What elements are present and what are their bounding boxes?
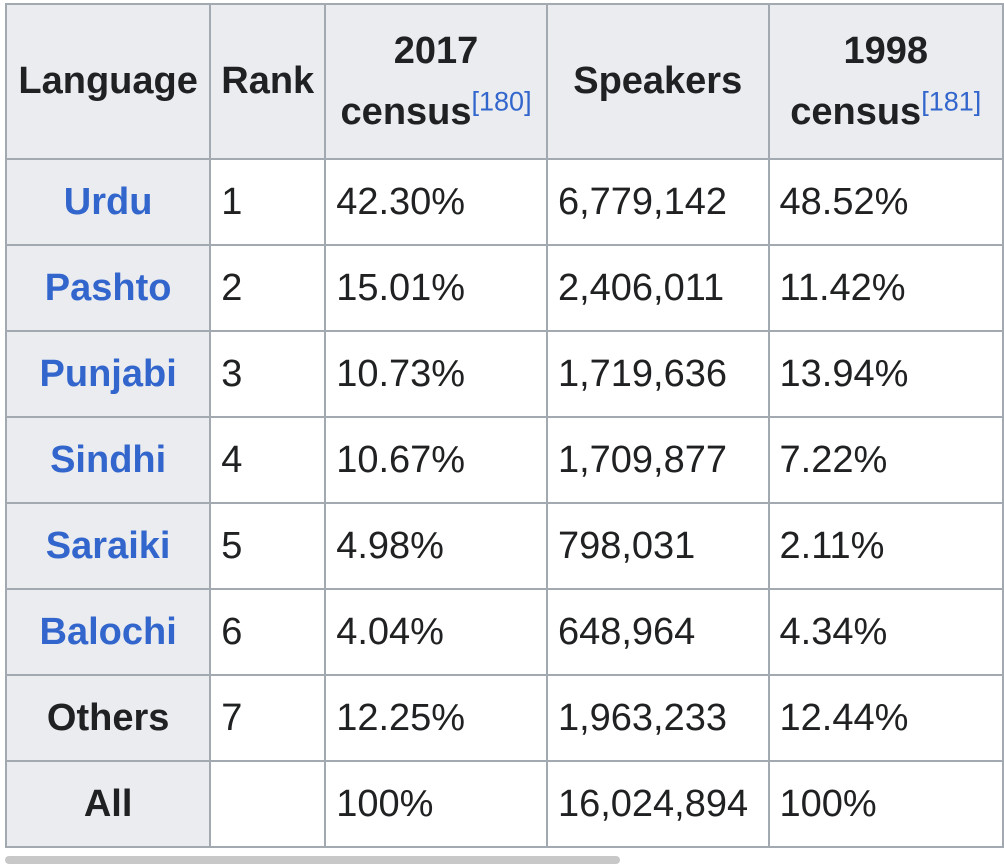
- census-2017-cell: 100%: [324, 760, 548, 848]
- speakers-cell: 16,024,894: [545, 760, 770, 848]
- table-container[interactable]: Language Rank 2017 census[180] Speakers …: [4, 3, 1004, 848]
- table-row: Saraiki 5 4.98% 798,031 2.11%: [4, 502, 1004, 590]
- rank-cell: 4: [209, 416, 327, 504]
- language-link-balochi[interactable]: Balochi: [39, 610, 177, 653]
- census-1998-cell: 2.11%: [767, 502, 1004, 590]
- rank-cell: 1: [209, 158, 327, 246]
- language-link-pashto[interactable]: Pashto: [44, 266, 172, 309]
- language-cell: All: [4, 760, 212, 848]
- language-link-punjabi[interactable]: Punjabi: [39, 352, 177, 395]
- header-rank-label: Rank: [221, 60, 315, 103]
- language-cell: Saraiki: [4, 502, 212, 590]
- table-row: Balochi 6 4.04% 648,964 4.34%: [4, 588, 1004, 676]
- header-2017-year: 2017: [393, 29, 479, 72]
- speakers-cell: 798,031: [545, 502, 770, 590]
- header-1998-census-word: census: [790, 90, 922, 133]
- speakers-cell: 648,964: [545, 588, 770, 676]
- census-1998-cell: 7.22%: [767, 416, 1004, 504]
- table-row: Urdu 1 42.30% 6,779,142 48.52%: [4, 158, 1004, 246]
- language-cell: Others: [4, 674, 212, 762]
- language-cell: Balochi: [4, 588, 212, 676]
- table-row: Sindhi 4 10.67% 1,709,877 7.22%: [4, 416, 1004, 504]
- table-row: Others 7 12.25% 1,963,233 12.44%: [4, 674, 1004, 762]
- table-row: Pashto 2 15.01% 2,406,011 11.42%: [4, 244, 1004, 332]
- horizontal-scrollbar[interactable]: [5, 856, 620, 864]
- rank-cell: 2: [209, 244, 327, 332]
- rank-cell: 7: [209, 674, 327, 762]
- rank-cell: 3: [209, 330, 327, 418]
- header-1998-year: 1998: [843, 29, 929, 72]
- census-2017-cell: 10.73%: [324, 330, 548, 418]
- census-2017-cell: 15.01%: [324, 244, 548, 332]
- language-cell: Sindhi: [4, 416, 212, 504]
- header-speakers-label: Speakers: [573, 60, 743, 103]
- census-2017-cell: 12.25%: [324, 674, 548, 762]
- census-1998-cell: 12.44%: [767, 674, 1004, 762]
- census-2017-cell: 4.98%: [324, 502, 548, 590]
- speakers-cell: 2,406,011: [545, 244, 770, 332]
- speakers-cell: 1,719,636: [545, 330, 770, 418]
- census-1998-cell: 48.52%: [767, 158, 1004, 246]
- language-cell: Urdu: [4, 158, 212, 246]
- census-1998-cell: 11.42%: [767, 244, 1004, 332]
- speakers-cell: 6,779,142: [545, 158, 770, 246]
- header-1998-census: 1998 census[181]: [767, 3, 1004, 160]
- header-2017-census: 2017 census[180]: [324, 3, 548, 160]
- census-1998-cell: 13.94%: [767, 330, 1004, 418]
- census-1998-cell: 4.34%: [767, 588, 1004, 676]
- reference-link-180[interactable]: [180]: [471, 85, 532, 116]
- header-language: Language: [4, 3, 212, 160]
- census-2017-cell: 42.30%: [324, 158, 548, 246]
- language-label-others: Others: [46, 696, 170, 739]
- header-row: Language Rank 2017 census[180] Speakers …: [4, 3, 1004, 160]
- language-cell: Punjabi: [4, 330, 212, 418]
- table-row-total: All 100% 16,024,894 100%: [4, 760, 1004, 848]
- language-link-urdu[interactable]: Urdu: [63, 180, 153, 223]
- reference-link-181[interactable]: [181]: [921, 85, 982, 116]
- rank-cell: 5: [209, 502, 327, 590]
- speakers-cell: 1,963,233: [545, 674, 770, 762]
- header-language-label: Language: [18, 60, 198, 103]
- header-2017-census-word: census: [340, 90, 472, 133]
- language-link-saraiki[interactable]: Saraiki: [45, 524, 171, 567]
- rank-cell: [209, 760, 327, 848]
- census-2017-cell: 10.67%: [324, 416, 548, 504]
- language-link-sindhi[interactable]: Sindhi: [50, 438, 167, 481]
- language-cell: Pashto: [4, 244, 212, 332]
- speakers-cell: 1,709,877: [545, 416, 770, 504]
- language-label-all: All: [83, 782, 133, 825]
- rank-cell: 6: [209, 588, 327, 676]
- header-rank: Rank: [209, 3, 327, 160]
- header-speakers: Speakers: [545, 3, 770, 160]
- languages-table: Language Rank 2017 census[180] Speakers …: [4, 3, 1004, 848]
- census-2017-cell: 4.04%: [324, 588, 548, 676]
- table-row: Punjabi 3 10.73% 1,719,636 13.94%: [4, 330, 1004, 418]
- census-1998-cell: 100%: [767, 760, 1004, 848]
